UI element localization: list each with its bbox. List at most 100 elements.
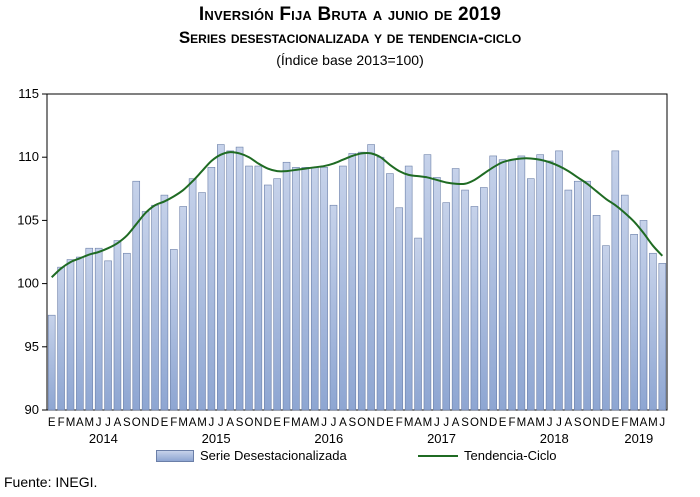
month-label: M bbox=[178, 417, 188, 429]
month-label: S bbox=[574, 417, 582, 429]
month-label: A bbox=[226, 417, 234, 429]
bar bbox=[367, 144, 375, 411]
axes: 90 95 100 105 110 115 bbox=[17, 86, 668, 417]
source-note: Fuente: INEGI. bbox=[4, 474, 98, 490]
bar bbox=[442, 202, 451, 411]
month-label: E bbox=[499, 417, 507, 429]
bar-series bbox=[47, 144, 667, 411]
plot-frame bbox=[46, 93, 668, 411]
bar bbox=[141, 211, 150, 411]
month-label: S bbox=[236, 417, 244, 429]
bar bbox=[658, 263, 667, 411]
month-label: A bbox=[189, 417, 197, 429]
month-label: J bbox=[218, 417, 224, 429]
bar bbox=[630, 234, 638, 411]
year-label: 2018 bbox=[540, 431, 569, 446]
bar bbox=[207, 167, 216, 411]
bar bbox=[461, 189, 469, 411]
bar bbox=[386, 173, 394, 411]
bar bbox=[611, 150, 620, 411]
month-label: E bbox=[386, 417, 394, 429]
month-label: M bbox=[423, 417, 433, 429]
month-label: J bbox=[331, 417, 337, 429]
year-label: 2019 bbox=[624, 431, 653, 446]
bar bbox=[592, 215, 601, 411]
month-label: M bbox=[310, 417, 320, 429]
bar bbox=[198, 192, 206, 411]
bar bbox=[329, 204, 338, 411]
month-label: J bbox=[659, 417, 665, 429]
month-label: M bbox=[535, 417, 545, 429]
month-label: N bbox=[367, 417, 375, 429]
year-label: 2016 bbox=[314, 431, 343, 446]
bar bbox=[94, 247, 103, 411]
bar bbox=[245, 165, 253, 411]
month-label: S bbox=[348, 417, 356, 429]
chart-title: Inversión Fija Bruta a junio de 2019 bbox=[198, 4, 502, 25]
year-label: 2017 bbox=[427, 431, 456, 446]
bar bbox=[104, 260, 112, 411]
bar bbox=[226, 150, 234, 411]
bar bbox=[583, 180, 591, 411]
bar bbox=[555, 150, 563, 411]
month-label: A bbox=[414, 417, 422, 429]
month-label: O bbox=[357, 417, 366, 429]
month-label: N bbox=[592, 417, 600, 429]
bar bbox=[564, 189, 573, 411]
month-label: E bbox=[161, 417, 169, 429]
bar bbox=[76, 256, 84, 411]
bar bbox=[113, 240, 122, 411]
month-label: J bbox=[105, 417, 111, 429]
y-tick-label: 105 bbox=[17, 212, 39, 227]
bar bbox=[527, 178, 535, 411]
month-label: M bbox=[197, 417, 207, 429]
month-label: M bbox=[629, 417, 639, 429]
month-label: D bbox=[151, 417, 159, 429]
bar bbox=[423, 154, 432, 411]
bar bbox=[395, 207, 404, 411]
bar bbox=[310, 167, 319, 411]
bar bbox=[179, 206, 187, 411]
year-label: 2015 bbox=[202, 431, 231, 446]
month-label: A bbox=[301, 417, 309, 429]
month-label: E bbox=[611, 417, 619, 429]
legend-line-swatch bbox=[418, 454, 458, 457]
legend-bar-swatch bbox=[156, 449, 194, 462]
bar bbox=[254, 165, 263, 411]
month-label: M bbox=[291, 417, 301, 429]
bar bbox=[376, 156, 385, 411]
month-label: A bbox=[339, 417, 347, 429]
bar bbox=[47, 314, 56, 411]
bar bbox=[170, 249, 178, 411]
month-label: J bbox=[547, 417, 553, 429]
month-label: N bbox=[480, 417, 488, 429]
bar bbox=[160, 194, 169, 411]
month-label: F bbox=[283, 417, 290, 429]
bar bbox=[132, 180, 141, 411]
month-label: O bbox=[244, 417, 253, 429]
month-label: M bbox=[404, 417, 414, 429]
bar bbox=[235, 146, 244, 411]
month-label: O bbox=[470, 417, 479, 429]
bar bbox=[498, 159, 507, 411]
bar bbox=[480, 187, 488, 411]
bar bbox=[433, 177, 441, 411]
bar bbox=[348, 153, 357, 411]
chart-subtitle: Series desestacionalizada y de tendencia… bbox=[178, 28, 522, 47]
month-label: E bbox=[48, 417, 56, 429]
month-label: S bbox=[461, 417, 469, 429]
month-label: F bbox=[58, 417, 65, 429]
bar bbox=[66, 259, 75, 411]
bar bbox=[217, 144, 225, 411]
month-label: S bbox=[123, 417, 131, 429]
bar bbox=[414, 237, 422, 411]
bar bbox=[57, 266, 65, 411]
month-label: F bbox=[396, 417, 403, 429]
bar bbox=[470, 206, 479, 411]
trend-series bbox=[51, 151, 664, 279]
bar bbox=[301, 167, 310, 411]
month-label: F bbox=[170, 417, 177, 429]
month-label: A bbox=[452, 417, 460, 429]
